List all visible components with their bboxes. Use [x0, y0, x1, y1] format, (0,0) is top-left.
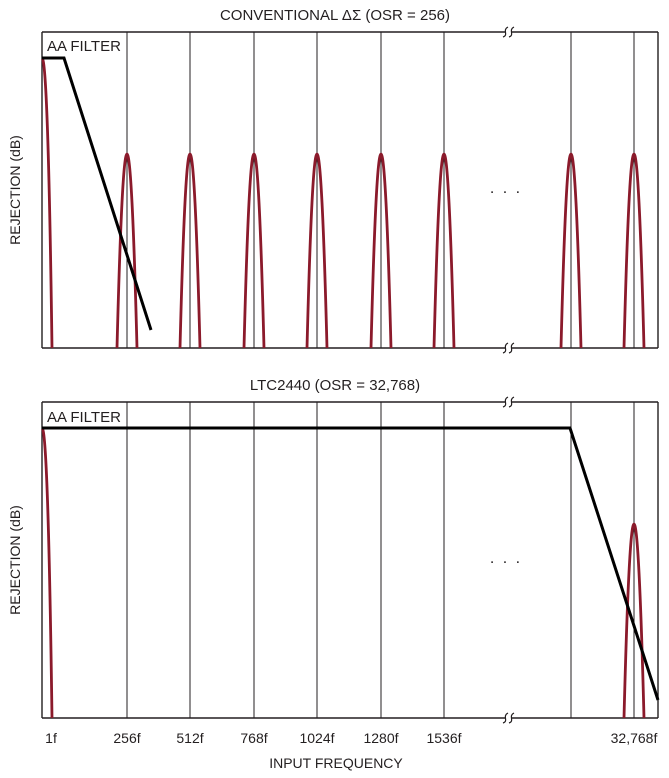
x-tick-label: 512f [176, 730, 203, 746]
sinc-lobe [40, 56, 54, 349]
x-tick-label: 1536f [426, 730, 461, 746]
y-axis-label-ltc2440: REJECTION (dB) [7, 505, 23, 615]
rejection-lobes-ltc2440 [40, 426, 646, 719]
ellipsis-conventional: . . . [490, 180, 522, 197]
axis-break-mark [502, 342, 515, 354]
sinc-lobe [559, 152, 583, 349]
aa-filter-response-ltc2440 [42, 426, 660, 701]
sinc-lobe [242, 152, 266, 349]
panel-title-conventional: CONVENTIONAL ΔΣ (OSR = 256) [220, 7, 450, 24]
sinc-lobe [178, 152, 202, 349]
x-tick-label: 1280f [363, 730, 398, 746]
sinc-lobe [622, 152, 646, 349]
panel-ltc2440: LTC2440 (OSR = 32,768) REJECTION (dB) [7, 377, 660, 724]
axis-break-mark [502, 396, 515, 408]
axis-break-mark [502, 26, 515, 38]
aa-filter-label-ltc2440: AA FILTER [47, 409, 121, 426]
sinc-lobe [432, 152, 456, 349]
rejection-lobes-conventional [40, 56, 646, 349]
aa-filter-label-conventional: AA FILTER [47, 38, 121, 55]
x-tick-label: 1f [45, 730, 57, 746]
plot-frame-conventional [41, 26, 659, 354]
x-tick-label: 1024f [299, 730, 334, 746]
sinc-lobe [622, 522, 646, 719]
x-tick-label: 768f [240, 730, 267, 746]
panel-conventional: CONVENTIONAL ΔΣ (OSR = 256) REJECTION (d… [7, 7, 659, 354]
sinc-lobe [115, 152, 139, 349]
plot-frame-ltc2440 [41, 396, 659, 724]
sinc-lobe [369, 152, 393, 349]
sinc-lobe [40, 426, 54, 719]
grid-lines-conventional [126, 32, 635, 348]
panel-title-ltc2440: LTC2440 (OSR = 32,768) [250, 377, 420, 394]
ellipsis-ltc2440: . . . [490, 550, 522, 567]
x-tick-label: 32,768f [611, 730, 658, 746]
x-tick-label: 256f [113, 730, 140, 746]
grid-lines-ltc2440 [126, 402, 635, 718]
x-axis-label: INPUT FREQUENCY [269, 755, 403, 771]
y-axis-label-conventional: REJECTION (dB) [7, 135, 23, 245]
axis-break-mark [502, 712, 515, 724]
aa-filter-response-conventional [42, 56, 153, 331]
x-axis-ticks: 1f 256f 512f 768f 1024f 1280f 1536f 32,7… [45, 730, 657, 746]
sinc-lobe [305, 152, 329, 349]
